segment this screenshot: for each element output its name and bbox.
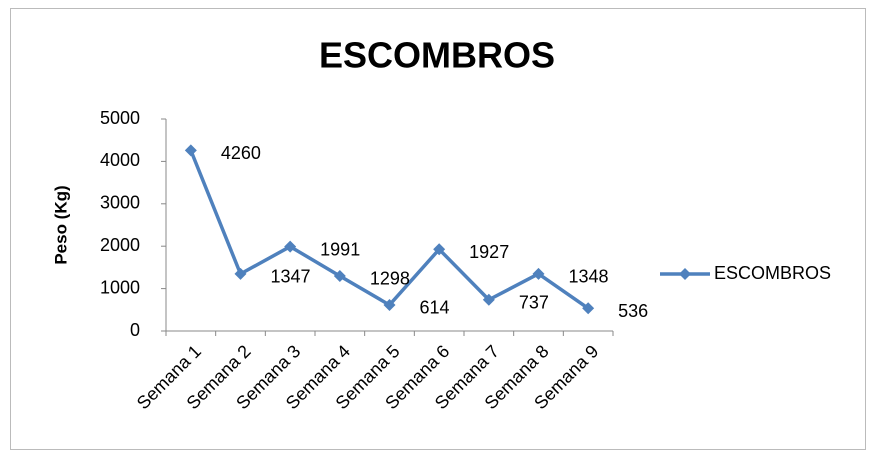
data-label: 1347 xyxy=(271,267,311,287)
legend-marker xyxy=(679,268,691,280)
legend-label: ESCOMBROS xyxy=(714,263,831,283)
data-label: 614 xyxy=(420,298,450,318)
data-label: 4260 xyxy=(221,143,261,163)
y-tick-label: 5000 xyxy=(100,108,140,128)
y-tick-label: 3000 xyxy=(100,193,140,213)
data-point xyxy=(333,269,346,282)
data-point xyxy=(433,243,446,256)
data-point xyxy=(482,293,495,306)
data-point xyxy=(184,144,197,157)
data-label: 1298 xyxy=(370,269,410,289)
y-tick-label: 4000 xyxy=(100,150,140,170)
chart-title: ESCOMBROS xyxy=(319,35,555,76)
y-tick-label: 0 xyxy=(130,320,140,340)
data-label: 1991 xyxy=(320,239,360,259)
y-axis-label: Peso (Kg) xyxy=(51,185,70,264)
y-tick-label: 2000 xyxy=(100,235,140,255)
data-point xyxy=(284,240,297,253)
data-label: 1348 xyxy=(569,267,609,287)
data-point xyxy=(582,302,595,315)
data-point xyxy=(532,267,545,280)
data-label: 1927 xyxy=(469,242,509,262)
chart-border xyxy=(10,8,866,450)
y-tick-label: 1000 xyxy=(100,277,140,297)
data-point xyxy=(234,267,247,280)
data-label: 737 xyxy=(519,293,549,313)
data-label: 536 xyxy=(618,301,648,321)
data-point xyxy=(383,298,396,311)
